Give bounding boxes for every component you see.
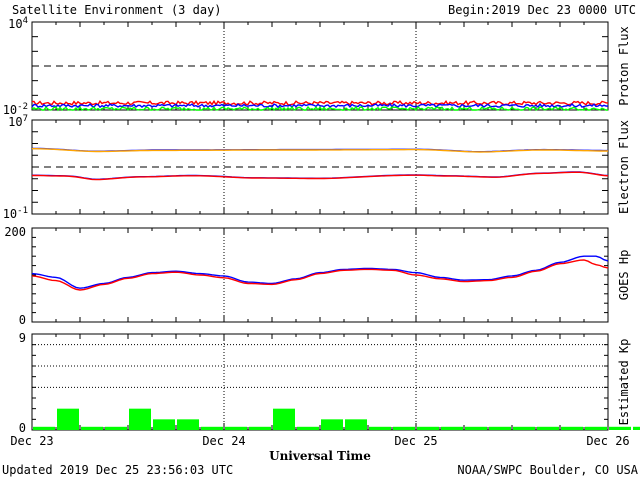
kp-bar (57, 408, 79, 430)
series-red-line (31, 99, 609, 107)
series-red-line (32, 171, 609, 181)
panel-frame-3 (31, 227, 609, 323)
begin-value: 2019 Dec 23 0000 UTC (492, 3, 637, 17)
kp-bar (249, 426, 271, 430)
kp-bar (345, 419, 367, 430)
kp-bar (33, 426, 55, 430)
kp-bar (81, 426, 103, 430)
x-tick-label-dec24: Dec 24 (202, 434, 245, 448)
kp-bar (153, 419, 175, 430)
kp-bar (321, 419, 343, 430)
kp-bar (105, 426, 127, 430)
y-tick-label-top: 107 (8, 114, 28, 129)
kp-bar (513, 426, 535, 430)
chart-panels: 104 10-2 Proton Flux 107 10-1 Electron Flux 20… (3, 16, 640, 435)
y-tick-label-top: 104 (8, 16, 28, 31)
panel-ylabel: GOES Hp (617, 250, 631, 301)
series-orange-line (32, 147, 608, 153)
updated-timestamp: Updated 2019 Dec 25 23:56:03 UTC (2, 463, 233, 477)
y-tick-label-top: 9 (19, 331, 26, 345)
x-tick-label-dec23: Dec 23 (10, 434, 53, 448)
figure-title: Satellite Environment (3 day) (12, 3, 222, 17)
panel-ylabel: Estimated Kp (617, 339, 631, 426)
panel-ylabel: Proton Flux (617, 26, 631, 105)
y-tick-label-bottom: 10-2 (3, 102, 28, 117)
credit-text: NOAA/SWPC Boulder, CO USA (457, 463, 638, 477)
kp-bar (177, 419, 199, 430)
kp-bar (561, 426, 583, 430)
x-axis-title: Universal Time (269, 449, 371, 463)
kp-bar (225, 426, 247, 430)
kp-bar (633, 426, 640, 430)
y-tick-label-bottom: 10-1 (3, 206, 28, 221)
kp-bar (465, 426, 487, 430)
kp-bar (297, 426, 319, 430)
panel-ylabel: Electron Flux (617, 120, 631, 214)
begin-label: Begin: (448, 3, 491, 17)
x-tick-label-dec26: Dec 26 (586, 434, 629, 448)
y-tick-label-bottom: 0 (19, 421, 26, 435)
kp-bar (537, 426, 559, 430)
kp-bar (201, 426, 223, 430)
kp-bar (417, 426, 439, 430)
kp-bar (129, 408, 151, 430)
panel-frame-4 (31, 333, 609, 431)
series-red-line (31, 259, 609, 291)
kp-bar (273, 408, 295, 430)
series-blue-line (31, 255, 609, 289)
series-green-line (31, 105, 608, 112)
kp-bar (369, 426, 391, 430)
kp-bar (489, 426, 511, 430)
y-tick-label-bottom: 0 (19, 313, 26, 327)
y-tick-label-top: 200 (4, 225, 26, 239)
kp-bar (585, 426, 607, 430)
x-tick-label-dec25: Dec 25 (394, 434, 437, 448)
kp-bar (609, 426, 631, 430)
kp-bar (393, 426, 415, 430)
kp-bar (441, 426, 463, 430)
series-blue-line (31, 102, 609, 109)
